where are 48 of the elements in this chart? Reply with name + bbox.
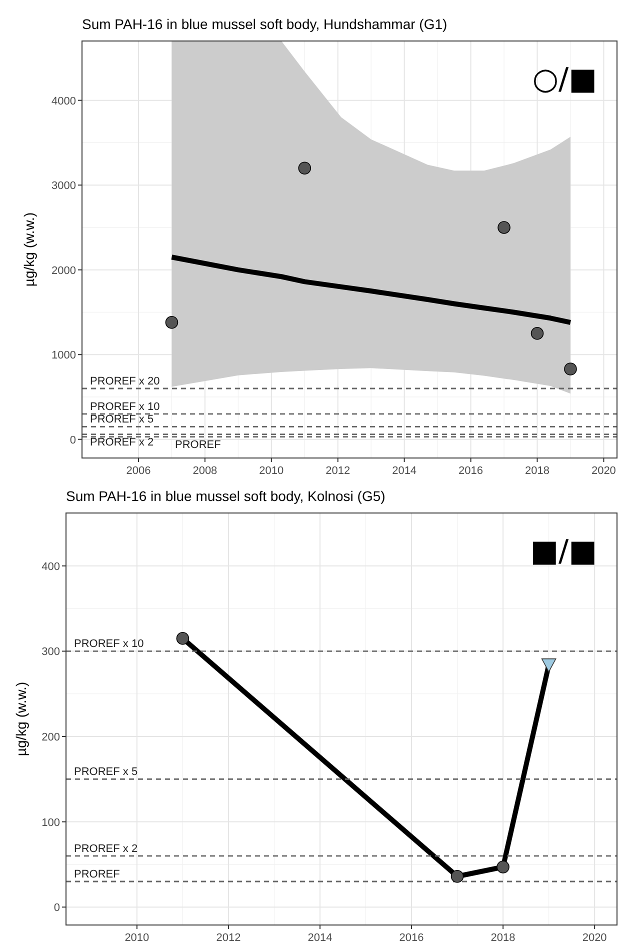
x-tick-label: 2008 [192,465,218,477]
y-tick-label: 300 [42,646,60,658]
x-tick-label: 2020 [591,465,616,477]
x-tick-label: 2012 [326,465,350,477]
ref-line-label: PROREF x 20 [90,376,160,388]
y-tick-label: 3000 [52,180,76,192]
y-tick-label: 200 [42,731,60,744]
ref-line-label: PROREF [175,438,222,451]
x-tick-label: 2014 [308,932,332,944]
x-tick-label: 2014 [392,465,417,477]
annotation: ■/■ [530,534,597,569]
point [498,221,510,234]
point [165,316,178,329]
x-tick-label: 2018 [525,465,550,477]
point [176,632,190,645]
y-tick-label: 4000 [52,95,76,108]
y-tick-label: 400 [42,560,60,573]
annotation: ○/■ [532,62,597,97]
point [298,162,312,175]
ref-line-label: PROREF x 10 [90,400,160,413]
point [530,327,544,340]
ref-line-label: PROREF x 2 [90,436,154,448]
y-tick-label: 2000 [52,264,76,277]
chart-title: Sum PAH-16 in blue mussel soft body, Hundshammar (G1) [82,16,448,32]
point [541,658,556,672]
ref-line-label: PROREF x 2 [74,842,138,855]
y-tick-label: 100 [42,816,60,829]
ref-line-label: PROREF [74,868,120,880]
chart-title: Sum PAH-16 in blue mussel soft body, Kolnosi (G5) [66,488,386,504]
x-tick-label: 2020 [582,932,607,944]
ref-line-label: PROREF x 10 [74,638,144,650]
y-tick-label: 0 [54,902,60,914]
point [450,870,464,883]
ref-line-label: PROREF x 5 [74,766,138,778]
ref-line-label: PROREF x 5 [90,414,154,426]
point [564,362,577,376]
x-tick-label: 2010 [124,932,150,944]
x-tick-label: 2012 [216,932,241,944]
x-tick-label: 2016 [399,932,424,944]
y-axis-title: µg/kg (w.w.) [21,212,37,287]
x-tick-label: 2016 [458,465,484,477]
y-tick-label: 1000 [52,350,76,362]
y-axis-title: µg/kg (w.w.) [13,682,29,756]
y-tick-label: 0 [70,434,76,446]
point [496,860,510,874]
x-tick-label: 2018 [490,932,516,944]
x-tick-label: 2006 [126,465,151,477]
x-tick-label: 2010 [259,465,284,477]
